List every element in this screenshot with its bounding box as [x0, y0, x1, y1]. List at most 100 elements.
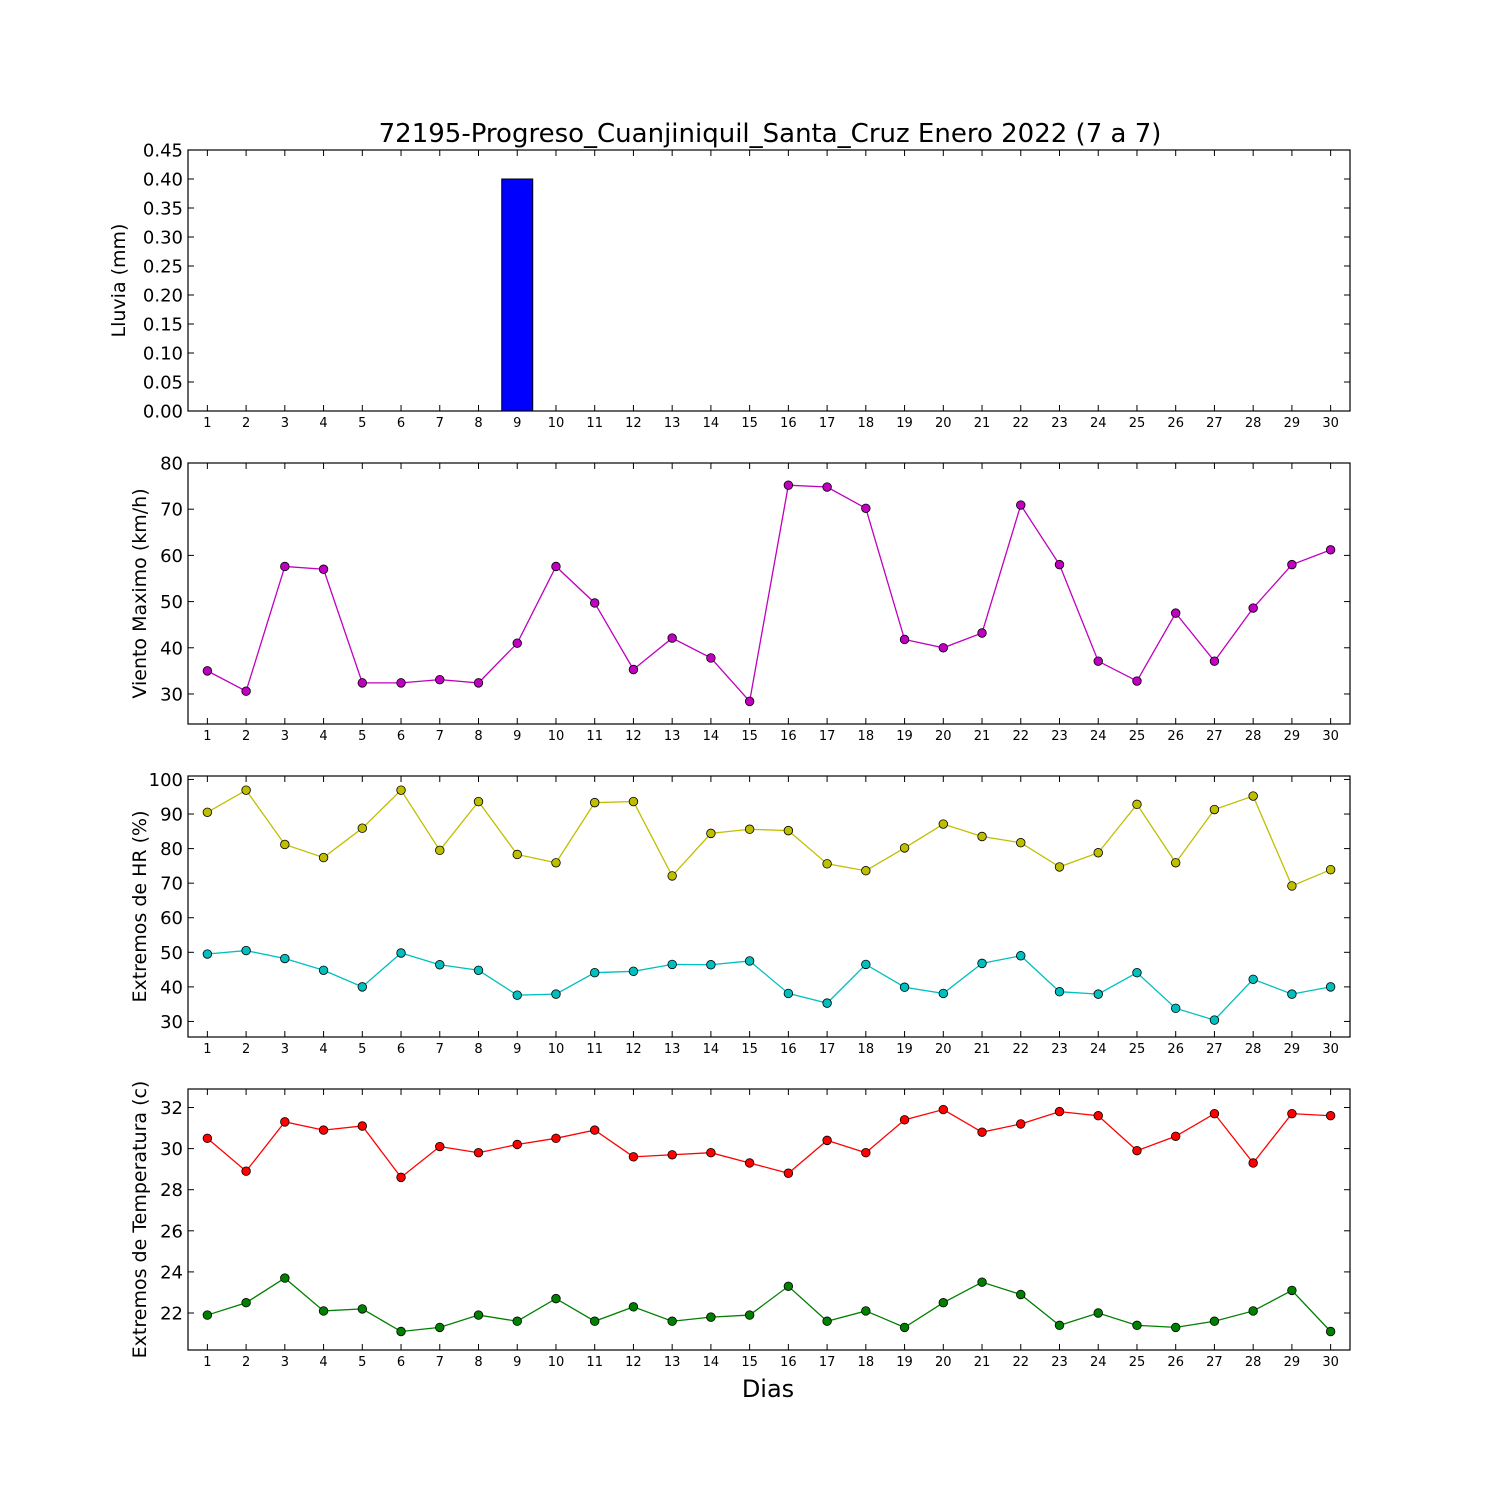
y-tick-label: 0.25 [143, 257, 183, 278]
x-tick-label: 13 [664, 416, 681, 431]
x-tick-label: 4 [319, 1355, 327, 1370]
x-tick-label: 9 [513, 416, 521, 431]
data-point [977, 1277, 987, 1287]
x-tick-label: 10 [548, 1355, 565, 1370]
data-point [861, 959, 871, 970]
data-point [280, 1273, 290, 1283]
x-tick-label: 26 [1167, 729, 1184, 744]
x-tick-label: 11 [586, 1042, 603, 1057]
x-tick-label: 10 [548, 1042, 565, 1057]
data-point [590, 968, 600, 978]
data-point [861, 866, 871, 876]
data-point [1093, 1111, 1103, 1121]
x-tick-label: 10 [548, 729, 565, 744]
data-point [435, 1141, 445, 1152]
x-tick-label: 29 [1284, 1355, 1301, 1370]
x-tick-label: 12 [625, 416, 642, 431]
x-tick-label: 19 [896, 1042, 913, 1057]
x-tick-label: 9 [513, 729, 521, 744]
data-point [1093, 989, 1103, 999]
y-tick-label: 80 [160, 839, 183, 860]
y-axis-label: Extremos de HR (%) [129, 810, 151, 1002]
x-tick-label: 18 [858, 416, 875, 431]
data-point [551, 989, 561, 999]
data-point [202, 807, 213, 817]
y-tick-label: 0.05 [143, 373, 183, 394]
data-point [1325, 864, 1336, 875]
data-point [1170, 1003, 1181, 1014]
data-point [551, 561, 561, 572]
data-point [1209, 656, 1220, 666]
data-point [977, 958, 987, 969]
data-point [357, 1121, 368, 1131]
y-tick-label: 0.40 [143, 170, 183, 191]
y-tick-label: 60 [160, 908, 183, 929]
y-tick-label: 90 [160, 805, 183, 826]
data-point [1132, 968, 1142, 978]
x-tick-label: 11 [586, 729, 603, 744]
data-point [1016, 1289, 1026, 1300]
data-point [822, 482, 832, 492]
data-point [706, 1148, 716, 1158]
x-tick-label: 19 [896, 1355, 913, 1370]
data-point [1287, 559, 1297, 570]
data-point [628, 1152, 639, 1162]
data-point [202, 666, 213, 676]
x-tick-label: 15 [741, 416, 758, 431]
data-point [783, 480, 794, 490]
data-point [357, 1304, 368, 1314]
panel-frame [187, 1088, 1351, 1351]
x-tick-label: 29 [1284, 416, 1301, 431]
x-tick-label: 16 [780, 729, 797, 744]
data-point [1248, 791, 1258, 801]
x-tick-label: 24 [1090, 416, 1107, 431]
x-tick-label: 23 [1051, 729, 1068, 744]
data-point [241, 1298, 251, 1308]
data-point [551, 1293, 561, 1304]
x-tick-label: 8 [474, 1355, 482, 1370]
x-tick-label: 1 [203, 1355, 211, 1370]
x-tick-label: 22 [1012, 1355, 1029, 1370]
data-point [899, 1322, 910, 1333]
data-point [938, 1104, 949, 1115]
data-point [396, 785, 406, 795]
x-tick-label: 9 [513, 1355, 521, 1370]
x-tick-label: 15 [741, 729, 758, 744]
x-tick-label: 5 [358, 1355, 366, 1370]
x-tick-label: 14 [703, 729, 720, 744]
data-point [512, 638, 522, 648]
x-tick-label: 19 [896, 729, 913, 744]
y-tick-label: 60 [160, 546, 183, 567]
data-point [1054, 1106, 1065, 1117]
x-tick-label: 13 [664, 729, 681, 744]
data-point [861, 1306, 871, 1316]
data-point [1054, 987, 1065, 997]
y-tick-label: 32 [160, 1098, 183, 1119]
data-point [1054, 559, 1065, 570]
data-point [861, 503, 871, 513]
x-tick-label: 23 [1051, 1355, 1068, 1370]
x-tick-label: 24 [1090, 729, 1107, 744]
x-tick-label: 8 [474, 416, 482, 431]
x-tick-label: 18 [858, 729, 875, 744]
y-tick-label: 22 [160, 1304, 183, 1325]
data-point [628, 966, 639, 977]
data-point [202, 1133, 213, 1144]
data-point [357, 982, 368, 992]
x-tick-label: 16 [780, 416, 797, 431]
x-tick-label: 6 [397, 729, 405, 744]
y-tick-label: 100 [149, 770, 183, 791]
data-point [899, 634, 910, 645]
data-point [1248, 974, 1258, 984]
y-tick-label: 0.00 [143, 402, 183, 423]
data-point [435, 960, 445, 970]
data-point [280, 953, 290, 964]
data-point [1093, 656, 1103, 666]
data-point [1209, 1108, 1220, 1119]
data-point [1287, 989, 1297, 999]
panel-frame [187, 775, 1351, 1038]
data-point [1170, 858, 1181, 868]
data-point [318, 1125, 329, 1135]
data-point [512, 849, 522, 860]
